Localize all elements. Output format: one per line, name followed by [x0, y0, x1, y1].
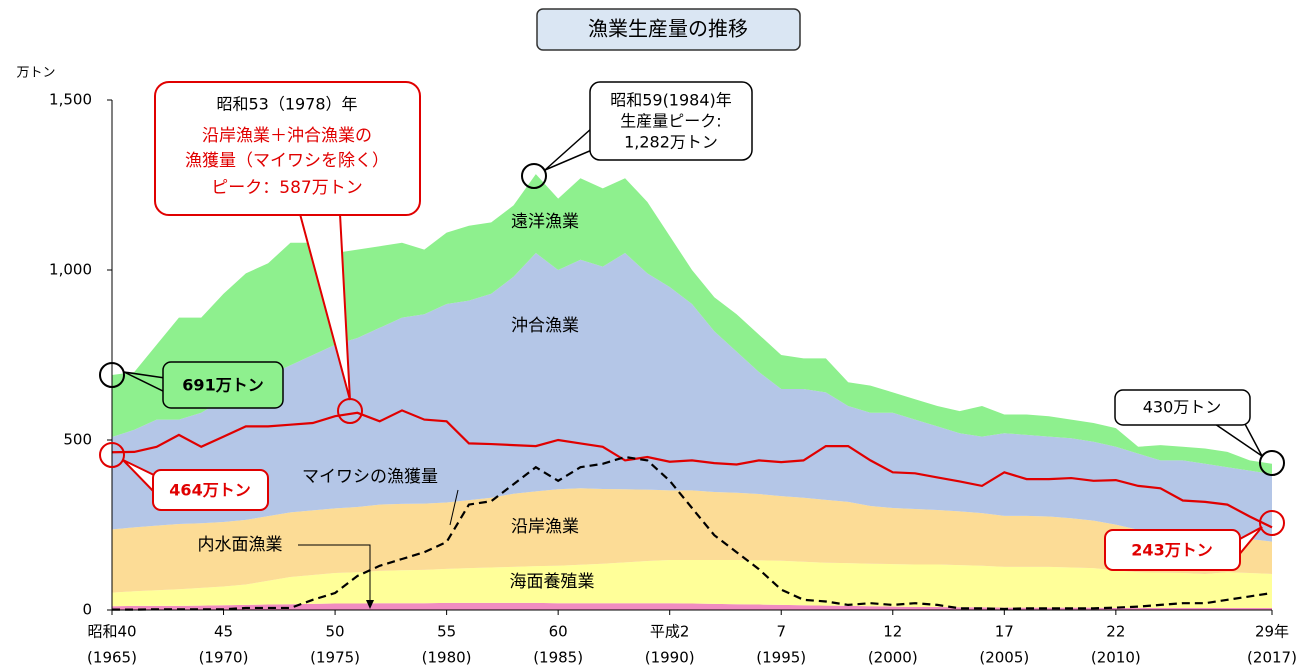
series-label: 内水面漁業	[198, 535, 283, 555]
area	[112, 488, 1272, 593]
x-tick-label: 17	[995, 623, 1014, 641]
x-tick-sublabel: (1985)	[533, 649, 583, 667]
x-tick-label: 45	[214, 623, 233, 641]
series-label: マイワシの漁獲量	[302, 467, 438, 487]
y-unit: 万トン	[16, 66, 55, 81]
callout-box	[589, 81, 753, 161]
callout-text: 464万トン	[169, 481, 250, 500]
line	[111, 409, 1273, 529]
x-tick-label: 7	[776, 623, 786, 641]
callout-text: 生産量ピーク:	[620, 112, 721, 131]
pointer	[298, 544, 371, 602]
y-tick-label: 0	[82, 601, 92, 619]
highlight-circle	[99, 362, 125, 388]
x-tick-label: 60	[549, 623, 568, 641]
y-tick-label: 1,500	[49, 91, 92, 109]
callout-text: 691万トン	[182, 376, 263, 395]
callout-box	[1114, 389, 1251, 426]
pointer	[544, 126, 593, 171]
callout-text: 昭和53（1978）年	[216, 95, 357, 114]
axes: 0 500 1,000 1,500 昭和40 (1965) 45 (1970) 50 (1975)…	[49, 91, 1297, 667]
callout-text: 漁獲量（マイワシを除く）	[185, 151, 389, 171]
title-box	[536, 8, 801, 51]
series-label: 沿岸漁業	[511, 517, 579, 537]
callout-box	[152, 469, 269, 511]
highlight-circle	[1259, 450, 1285, 476]
arrow-head	[366, 600, 374, 609]
x-tick-sublabel: (2017)	[1247, 649, 1297, 667]
areas	[112, 174, 1272, 610]
highlight-circle	[99, 442, 125, 468]
callout-text: 沿岸漁業＋沖合漁業の	[202, 126, 372, 146]
x-tick-label: 12	[883, 623, 902, 641]
callout-text: 昭和59(1984)年	[610, 91, 732, 110]
x-tick-label: 50	[326, 623, 345, 641]
series-label: 海面養殖業	[510, 572, 595, 592]
callout-box	[154, 81, 421, 216]
x-tick-sublabel: (1980)	[422, 649, 472, 667]
pointer	[449, 489, 459, 526]
dashed-line	[112, 455, 1273, 611]
series-label: 遠洋漁業	[511, 212, 579, 232]
x-tick-sublabel: (2010)	[1091, 649, 1141, 667]
highlight-circle	[1259, 510, 1285, 536]
area	[112, 560, 1272, 608]
area	[112, 174, 1272, 474]
callout-text: 1,282万トン	[624, 133, 718, 152]
x-tick-sublabel: (1965)	[87, 649, 137, 667]
highlight-circle	[337, 398, 363, 424]
series-label: 沖合漁業	[511, 316, 579, 336]
x-tick-sublabel: (1995)	[756, 649, 806, 667]
x-tick-sublabel: (2005)	[979, 649, 1029, 667]
y-tick-label: 500	[63, 431, 92, 449]
chart-title: 漁業生産量の推移	[588, 17, 748, 41]
x-tick-label: 55	[437, 623, 456, 641]
y-tick-label: 1,000	[49, 261, 92, 279]
x-tick-label: 昭和40	[87, 623, 136, 641]
highlight-circle	[521, 163, 547, 189]
x-tick-sublabel: (1970)	[199, 649, 249, 667]
callout-text: 430万トン	[1143, 398, 1222, 417]
x-tick-label: 29年	[1255, 623, 1289, 641]
callout-text: 243万トン	[1131, 541, 1212, 560]
x-tick-sublabel: (2000)	[868, 649, 918, 667]
x-tick-sublabel: (1975)	[310, 649, 360, 667]
callout-text: ピーク：587万トン	[211, 178, 362, 198]
lines	[111, 409, 1273, 611]
callout-box	[1104, 529, 1241, 571]
x-tick-label: 22	[1106, 623, 1125, 641]
callout-box	[162, 361, 284, 409]
area	[112, 253, 1272, 542]
x-tick-label: 平成2	[650, 623, 690, 641]
x-tick-sublabel: (1990)	[645, 649, 695, 667]
